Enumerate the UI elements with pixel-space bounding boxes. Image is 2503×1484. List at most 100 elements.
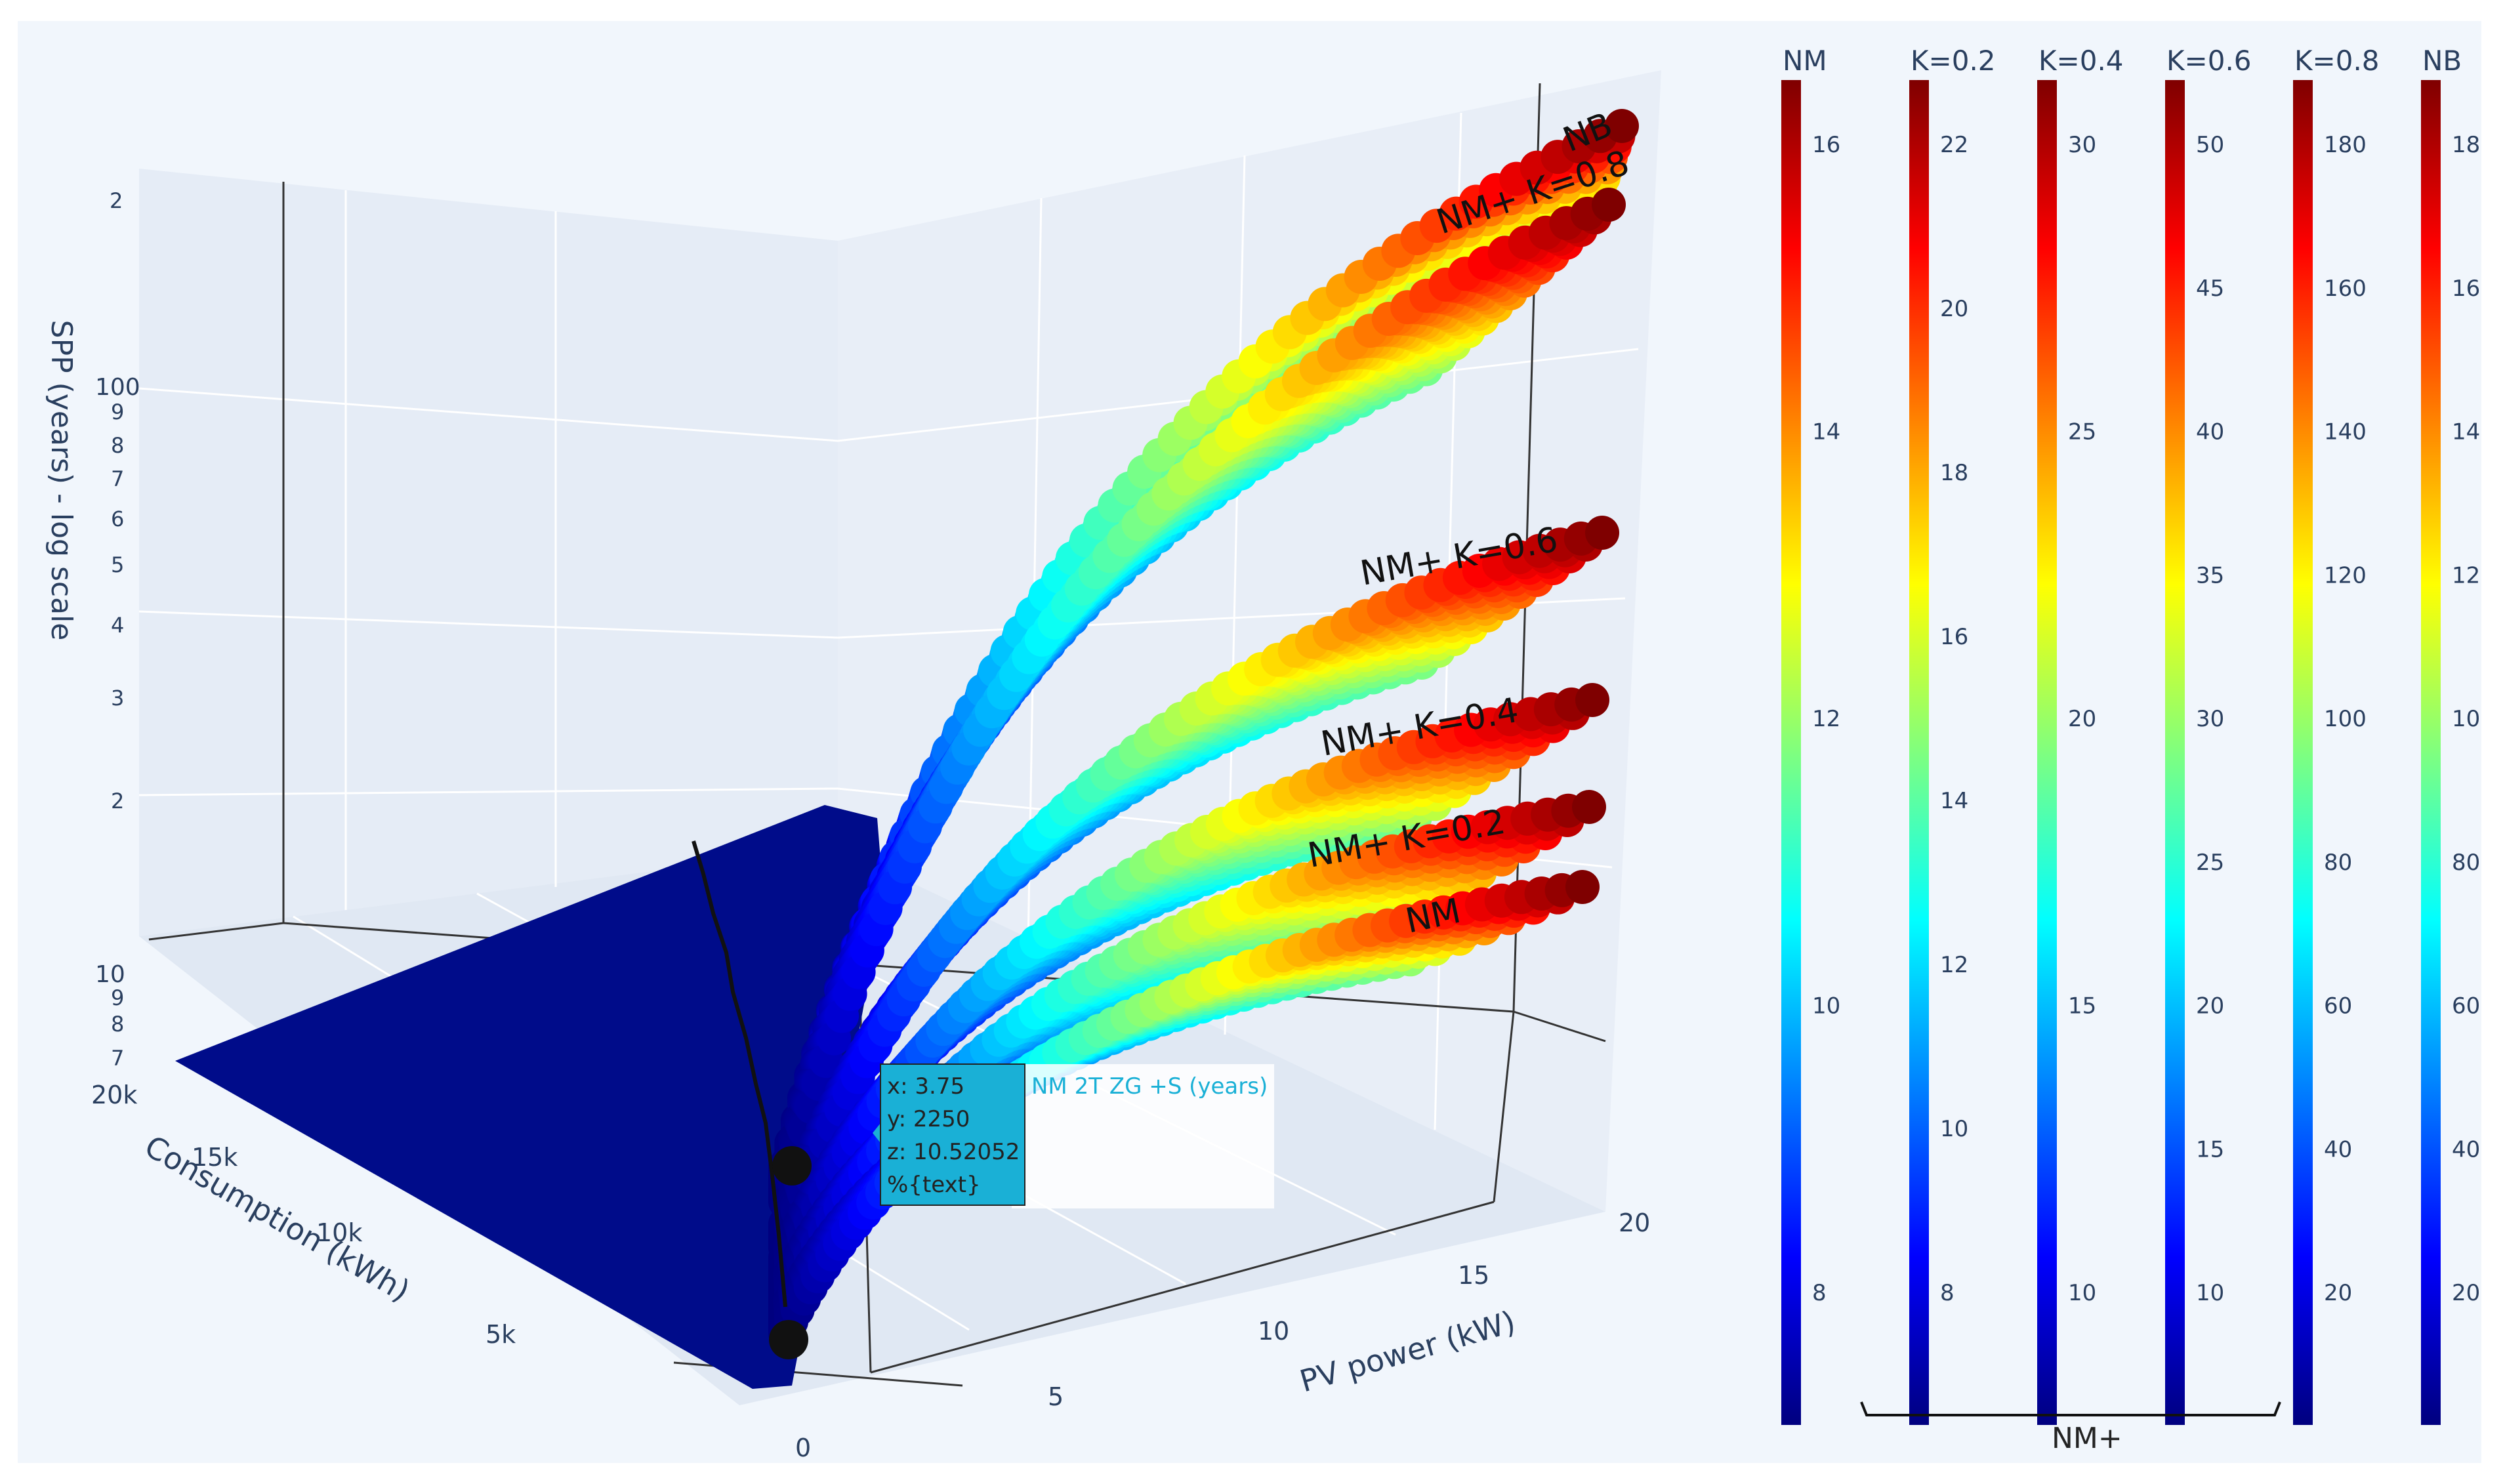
colorbar-gradient	[2421, 80, 2441, 1425]
colorbar-tick: 22	[1940, 132, 1968, 158]
colorbar-tick: 80	[2452, 850, 2480, 876]
colorbar-tick: 8	[1940, 1280, 1955, 1306]
hover-z: z: 10.52052	[887, 1139, 1020, 1165]
x-tick: 10	[1258, 1317, 1289, 1346]
colorbar-tick: 40	[2452, 1136, 2480, 1163]
colorbar-title: NB	[2422, 45, 2462, 77]
z-tick: 9	[111, 985, 124, 1010]
colorbar-tick: 60	[2452, 993, 2480, 1020]
colorbar-title: NM	[1783, 45, 1827, 77]
y-tick: 5k	[486, 1320, 516, 1349]
colorbar-tick: 14	[1812, 419, 1840, 445]
z-tick: 7	[111, 466, 124, 491]
z-tick: 2	[110, 188, 123, 213]
colorbar-tick: 60	[2324, 993, 2352, 1020]
colorbar-tick: 160	[2324, 276, 2367, 302]
colorbar-tick: 25	[2196, 850, 2224, 876]
colorbar-gradient	[2037, 80, 2057, 1425]
hover-marker	[769, 1320, 808, 1359]
data-point	[1572, 790, 1606, 824]
x-axis-title: PV power (kW)	[1296, 1304, 1519, 1399]
x-tick: 0	[795, 1433, 811, 1462]
colorbar-title: K=0.4	[2038, 45, 2124, 77]
data-point	[1575, 683, 1609, 717]
colorbar-tick: 140	[2324, 419, 2367, 445]
colorbar-tick: 120	[2324, 562, 2367, 588]
colorbar-gradient	[2165, 80, 2185, 1425]
hover-trace-name: NM 2T ZG +S (years)	[1031, 1073, 1268, 1100]
colorbar-tick: 40	[2196, 419, 2224, 445]
hover-pointer	[873, 1123, 880, 1143]
colorbar-tick: 10	[2196, 1280, 2224, 1306]
colorbar-tick: 35	[2196, 562, 2224, 588]
surfaces-layer	[175, 109, 1639, 1389]
colorbar-tick: 160	[2452, 276, 2481, 302]
colorbar-tick: 10	[1812, 993, 1840, 1020]
x-tick: 20	[1619, 1208, 1650, 1237]
data-point	[1592, 188, 1626, 222]
hover-x: x: 3.75	[887, 1073, 964, 1100]
hover-y: y: 2250	[887, 1106, 970, 1132]
colorbar-tick: 20	[1940, 296, 1968, 322]
colorbar-title: K=0.2	[1911, 45, 1996, 77]
x-tick: 5	[1048, 1382, 1064, 1411]
colorbar-tick: 40	[2324, 1136, 2352, 1163]
colorbar-nm: NM 16 14 12 10 8	[1781, 45, 1840, 1425]
z-tick: 8	[111, 433, 124, 458]
highlighted-markers	[692, 840, 812, 1359]
hover-text: %{text}	[887, 1172, 981, 1198]
hover-marker	[772, 1146, 812, 1185]
colorbar-tick: 80	[2324, 850, 2352, 876]
z-tick: 9	[111, 400, 124, 424]
z-tick: 8	[111, 1012, 124, 1037]
colorbar-tick: 25	[2068, 419, 2096, 445]
colorbar-tick: 12	[1812, 706, 1840, 732]
colorbar-tick: 45	[2196, 276, 2224, 302]
hover-tooltip: x: 3.75 y: 2250 z: 10.52052 %{text} NM 2…	[873, 1063, 1274, 1208]
z-tick: 7	[111, 1046, 124, 1071]
y-tick: 15k	[192, 1143, 238, 1172]
figure: NB NM+ K=0.8 NM+ K=0.6 NM+ K=0.4 NM+ K=0…	[18, 21, 2494, 1463]
low-pv-region	[175, 805, 884, 1389]
colorbar-tick: 100	[2324, 706, 2367, 732]
colorbar-gradient	[1781, 80, 1801, 1425]
colorbar-tick: 50	[2196, 132, 2224, 158]
colorbar-k-0-2: K=0.2 22 20 18 16 14 12 10 8	[1909, 45, 1996, 1425]
z-axis: 2 100 9 8 7 6 5 4 3 2 10 9 8 7 SPP (year…	[45, 188, 140, 1071]
colorbar-nb: NB 180 160 140 120 100 80 60 40 20	[2421, 45, 2494, 1425]
data-point	[1605, 109, 1639, 143]
z-tick: 6	[111, 506, 124, 531]
colorbar-k-0-8: K=0.8 180 160 140 120 100 80 60 40 20	[2293, 45, 2380, 1425]
colorbar-k-0-6: K=0.6 50 45 40 35 30 25 20 15 10	[2165, 45, 2252, 1425]
colorbar-k-0-4: K=0.4 30 25 20 15 10	[2037, 45, 2124, 1425]
z-tick: 5	[111, 552, 124, 577]
data-point	[1565, 870, 1600, 904]
y-tick: 10k	[316, 1218, 362, 1247]
colorbar-tick: 30	[2068, 132, 2096, 158]
z-tick: 10	[95, 961, 125, 988]
surface-nm-k-0-4	[768, 683, 1609, 1298]
colorbars: NM 16 14 12 10 8 K=0.2 22 20 18 16 14 12 10 8 K=0.4 30 25…	[1781, 45, 2494, 1425]
colorbar-title: K=0.8	[2294, 45, 2380, 77]
colorbar-tick: 20	[2196, 993, 2224, 1020]
nm-plus-label: NM+	[2052, 1422, 2122, 1455]
scatter3d-chart[interactable]: NB NM+ K=0.8 NM+ K=0.6 NM+ K=0.4 NM+ K=0…	[18, 21, 2494, 1463]
colorbar-tick: 20	[2324, 1280, 2352, 1306]
colorbar-tick: 120	[2452, 562, 2481, 588]
z-tick: 3	[111, 686, 124, 711]
colorbar-tick: 16	[1940, 624, 1968, 650]
data-point	[1585, 516, 1619, 550]
hover-box	[880, 1063, 1025, 1206]
colorbar-tick: 20	[2452, 1280, 2480, 1306]
hover-value-box	[1012, 1064, 1274, 1208]
colorbar-tick: 100	[2452, 706, 2481, 732]
colorbar-tick: 30	[2196, 706, 2224, 732]
colorbar-tick: 180	[2324, 132, 2367, 158]
colorbar-tick: 15	[2196, 1136, 2224, 1163]
nm-plus-brace	[1860, 1401, 2281, 1416]
surface-nm-k-0-8	[768, 188, 1626, 1219]
colorbar-tick: 20	[2068, 706, 2096, 732]
z-tick: 4	[111, 613, 124, 638]
colorbar-tick: 12	[1940, 952, 1968, 978]
colorbar-tick: 180	[2452, 132, 2481, 158]
